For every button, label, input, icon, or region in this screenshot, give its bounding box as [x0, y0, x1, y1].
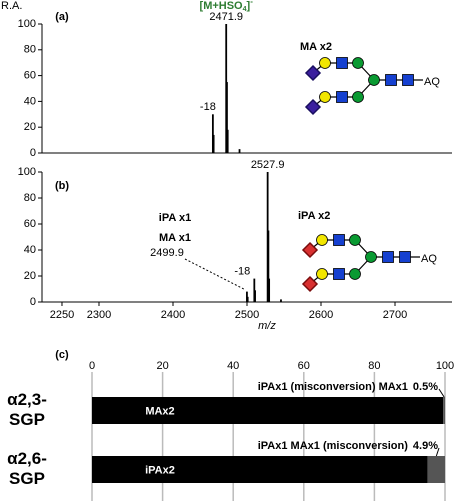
peak-label: -18 [200, 101, 216, 113]
mannose [349, 268, 361, 280]
x-tick-label: 2600 [309, 309, 333, 321]
sialic-acid [301, 241, 319, 259]
annotation-line [438, 388, 445, 398]
segment-label: iPAx1 (misconversion) MAx1 [258, 381, 408, 393]
ion-label-part: ] [247, 0, 251, 12]
panel-label: (c) [55, 349, 69, 361]
glcnac [336, 91, 348, 103]
category-label: α2,6-SGP [7, 449, 47, 488]
x-tick-label: 2250 [50, 309, 74, 321]
y-tick-label: 60 [24, 70, 36, 82]
category-label: α2,3-SGP [7, 390, 47, 429]
ion-label-part: 4 [243, 6, 247, 13]
x-tick-label: 60 [298, 360, 310, 372]
y-tick-label: 80 [24, 44, 36, 56]
glcnac [385, 74, 397, 86]
mannose [365, 251, 377, 263]
peak-label: 2527.9 [251, 159, 285, 171]
glcnac [399, 251, 411, 263]
mannose [368, 74, 380, 86]
x-tick-label: 0 [89, 360, 95, 372]
y-tick-label: 40 [24, 95, 36, 107]
x-tick-label: 2300 [87, 309, 111, 321]
ion-label-part: - [250, 0, 253, 6]
x-axis-label: m/z [258, 320, 276, 332]
glycan-label: MA x2 [300, 41, 332, 53]
y-tick-label: 100 [18, 166, 36, 178]
y-axis-label: R.A. [1, 0, 22, 12]
y-tick-label: 20 [24, 270, 36, 282]
panel-label: (b) [55, 180, 69, 192]
y-tick-label: 0 [30, 147, 36, 159]
peak-label: 2499.9 [150, 247, 184, 259]
glcnac [402, 74, 414, 86]
x-tick-label: 2700 [383, 309, 407, 321]
sialic-acid [301, 275, 319, 293]
bar-segment [92, 397, 444, 424]
annotation-line [435, 447, 440, 457]
glcnac [333, 268, 345, 280]
mannose [352, 91, 364, 103]
glcnac [336, 57, 348, 69]
y-tick-label: 20 [24, 121, 36, 133]
y-tick-label: 80 [24, 192, 36, 204]
x-tick-label: 40 [227, 360, 239, 372]
peak-label: 2471.9 [209, 11, 243, 23]
glcnac [382, 251, 394, 263]
ion-label-part: [M+HSO [200, 0, 244, 12]
galactose [316, 268, 328, 280]
sialic-acid [304, 98, 322, 116]
bar-segment [92, 456, 428, 483]
y-tick-label: 60 [24, 218, 36, 230]
sialic-acid [304, 64, 322, 82]
galactose [316, 234, 328, 246]
panel-label: (a) [55, 11, 69, 23]
bar-segment [427, 456, 445, 483]
segment-label: iPAx2 [145, 464, 175, 476]
glycan-tail: AQ [424, 76, 440, 88]
segment-value-label: 4.9% [413, 440, 438, 452]
segment-annotation: iPAx1 MAx1 (misconversion) 4.9% [258, 440, 438, 452]
bar-segment [443, 397, 445, 424]
y-tick-label: 100 [18, 18, 36, 30]
x-tick-label: 2400 [161, 309, 185, 321]
segment-value-label: 0.5% [413, 381, 438, 393]
x-tick-label: 2500 [235, 309, 259, 321]
y-tick-label: 40 [24, 244, 36, 256]
annotation: iPA x1 [159, 212, 191, 224]
x-tick-label: 100 [436, 360, 454, 372]
glcnac [333, 234, 345, 246]
segment-label: iPAx1 MAx1 (misconversion) [258, 440, 409, 452]
mannose [349, 234, 361, 246]
x-tick-label: 80 [368, 360, 380, 372]
mannose [352, 57, 364, 69]
galactose [319, 57, 331, 69]
peak-label: -18 [234, 266, 250, 278]
glycan-tail: AQ [421, 253, 437, 265]
y-tick-label: 0 [30, 296, 36, 308]
leader-line [184, 258, 246, 291]
ion-label: [M+HSO4]- [200, 0, 254, 13]
x-tick-label: 20 [156, 360, 168, 372]
segment-annotation: iPAx1 (misconversion) MAx1 0.5% [258, 381, 438, 393]
galactose [319, 91, 331, 103]
segment-label: MAx2 [145, 405, 174, 417]
glycan-label: iPA x2 [298, 210, 330, 222]
annotation: MA x1 [159, 232, 191, 244]
